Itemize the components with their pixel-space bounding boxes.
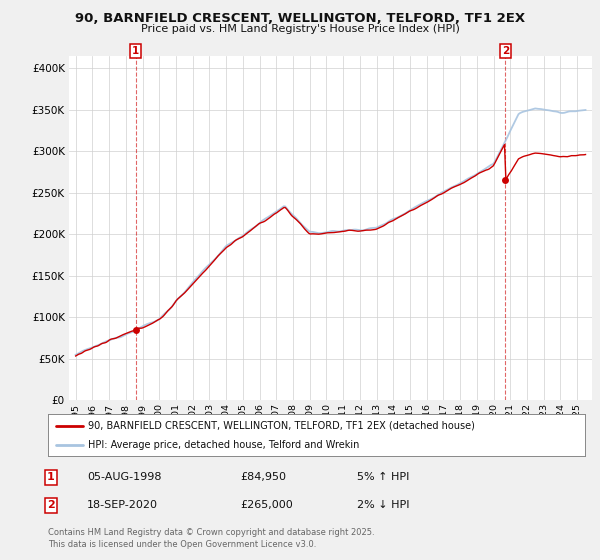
Text: £84,950: £84,950 [240, 472, 286, 482]
Text: 2: 2 [502, 46, 509, 56]
Text: 1: 1 [132, 46, 139, 56]
Text: 90, BARNFIELD CRESCENT, WELLINGTON, TELFORD, TF1 2EX (detached house): 90, BARNFIELD CRESCENT, WELLINGTON, TELF… [88, 421, 475, 431]
Text: 90, BARNFIELD CRESCENT, WELLINGTON, TELFORD, TF1 2EX: 90, BARNFIELD CRESCENT, WELLINGTON, TELF… [75, 12, 525, 25]
Text: 5% ↑ HPI: 5% ↑ HPI [357, 472, 409, 482]
Text: 05-AUG-1998: 05-AUG-1998 [87, 472, 161, 482]
Text: HPI: Average price, detached house, Telford and Wrekin: HPI: Average price, detached house, Telf… [88, 440, 359, 450]
Text: 18-SEP-2020: 18-SEP-2020 [87, 500, 158, 510]
Text: Contains HM Land Registry data © Crown copyright and database right 2025.
This d: Contains HM Land Registry data © Crown c… [48, 528, 374, 549]
Text: Price paid vs. HM Land Registry's House Price Index (HPI): Price paid vs. HM Land Registry's House … [140, 24, 460, 34]
Text: 2% ↓ HPI: 2% ↓ HPI [357, 500, 409, 510]
Text: 2: 2 [47, 500, 55, 510]
Text: 1: 1 [47, 472, 55, 482]
Text: £265,000: £265,000 [240, 500, 293, 510]
